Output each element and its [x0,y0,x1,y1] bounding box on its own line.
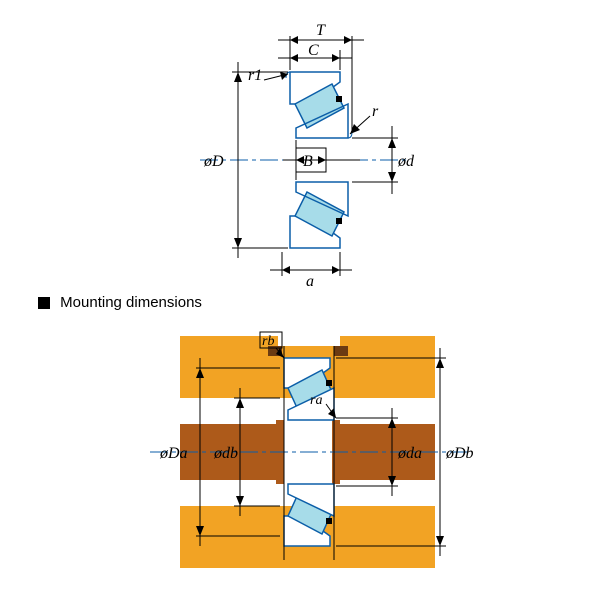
label-phiDa: øDa [159,445,188,462]
label-r: r [372,103,379,120]
top-roller-u [295,84,344,128]
top-figure: T C r1 r øD [200,22,415,290]
top-upper-half [286,72,352,138]
dim-a: a [270,252,352,290]
dim-r1: r1 [248,67,288,84]
bottom-bearing-upper [284,358,334,420]
label-phiD: øD [203,153,224,170]
label-phida: øda [397,445,422,462]
label-a: a [306,273,314,290]
label-rb: rb [262,334,274,349]
dim-r: r [350,103,379,134]
dim-C: C [278,42,352,70]
top-roller-l [295,192,344,236]
bottom-figure: rb ra øDa ødb [150,332,474,568]
heading-text: Mounting dimensions [60,294,202,311]
top-cage-dot-l [336,218,342,224]
label-ra: ra [310,393,322,408]
heading-square-icon [38,297,50,309]
tab-r [334,346,348,356]
label-r1: r1 [248,67,262,84]
mount-top-notch [278,336,340,346]
heading-row: Mounting dimensions [38,294,202,311]
label-phid: ød [397,153,415,170]
label-phidb: ødb [213,445,238,462]
label-C: C [308,42,319,59]
bottom-bearing-lower [284,484,334,546]
label-T: T [316,22,326,39]
label-phiDb: øDb [445,445,474,462]
label-B: B [303,153,313,170]
top-cage-dot-u [336,96,342,102]
dim-B: B [283,140,360,180]
top-lower-half [290,182,348,248]
